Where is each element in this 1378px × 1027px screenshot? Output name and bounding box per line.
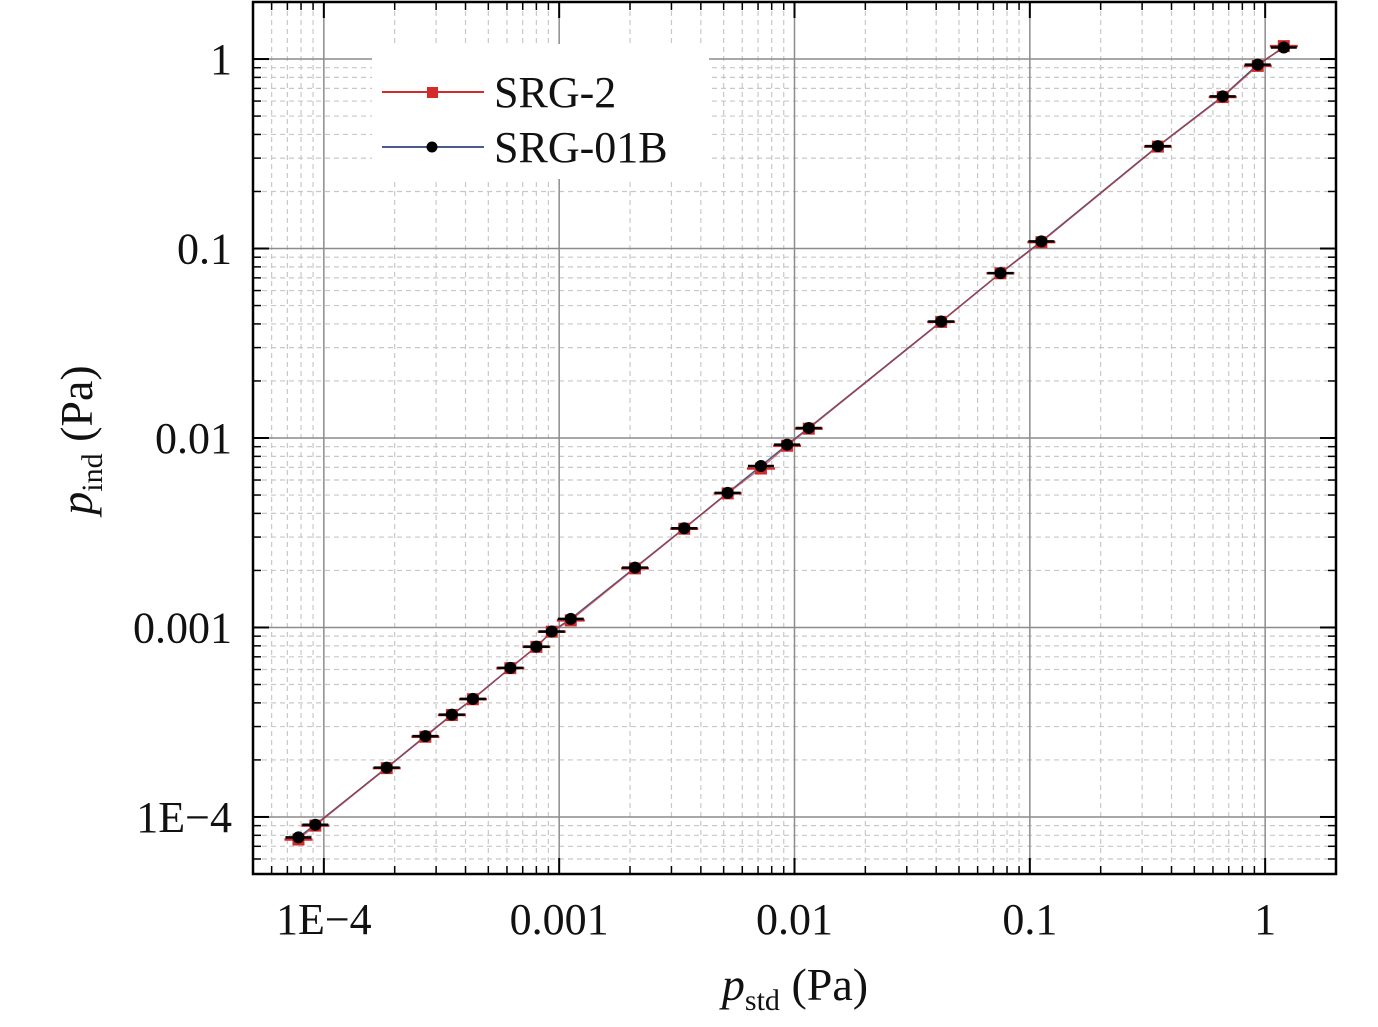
- legend-item-srg-2-marker: [427, 87, 438, 98]
- y-axis-label: pind (Pa): [51, 365, 109, 517]
- srg-01b-point: [678, 522, 691, 535]
- srg-01b-point: [419, 730, 432, 743]
- srg-01b-point: [935, 315, 948, 328]
- srg-01b-point: [1251, 58, 1264, 71]
- srg-01b-point: [380, 761, 393, 774]
- x-axis-label-unit: (Pa): [780, 959, 868, 1010]
- tick-labels: 1E−4 0.001 0.01 0.1 1 1E−4 0.001 0.01 0.1 1: [133, 35, 1276, 944]
- srg-01b-point: [781, 438, 794, 451]
- x-axis-label-subscript: std: [745, 984, 780, 1017]
- axes-layer: [251, 0, 1338, 876]
- srg-01b-point: [721, 486, 734, 499]
- srg-01b-point: [1216, 90, 1229, 103]
- srg-01b-point: [309, 818, 322, 831]
- y-axis-label-symbol: p: [51, 492, 102, 518]
- srg-01b-point: [754, 459, 767, 472]
- srg-01b-point: [445, 708, 458, 721]
- srg-01b-point: [802, 421, 815, 434]
- legend: SRG-2 SRG-01B: [372, 44, 709, 179]
- y-axis-label-unit: (Pa): [51, 365, 102, 453]
- x-tick-label: 1E−4: [276, 895, 372, 944]
- srg-01b-point: [628, 561, 641, 574]
- y-tick-label: 1: [210, 35, 232, 84]
- srg-01b-point: [1277, 41, 1290, 54]
- srg-01b-point: [1035, 235, 1048, 248]
- srg-01b-point: [994, 267, 1007, 280]
- y-tick-label: 1E−4: [136, 793, 232, 842]
- series-layer: [284, 40, 1298, 846]
- legend-item-srg-01b-label: SRG-01B: [494, 123, 668, 172]
- srg-01b-point: [466, 692, 479, 705]
- legend-item-srg-01b-marker: [426, 141, 438, 153]
- y-tick-label: 0.1: [177, 225, 232, 274]
- y-tick-label: 0.001: [133, 603, 232, 652]
- srg-01b-point: [545, 625, 558, 638]
- x-tick-label: 0.1: [1002, 895, 1057, 944]
- x-tick-label: 0.001: [510, 895, 609, 944]
- srg-01b-point: [292, 831, 305, 844]
- x-axis-label-symbol: p: [719, 959, 745, 1010]
- srg-01b-point: [1151, 140, 1164, 153]
- srg-01b-point: [504, 661, 517, 674]
- x-axis-label: pstd (Pa): [719, 959, 868, 1017]
- y-axis-label-subscript: ind: [76, 453, 109, 491]
- x-tick-label: 1: [1254, 895, 1276, 944]
- y-tick-label: 0.01: [155, 414, 232, 463]
- srg-01b-point: [564, 612, 577, 625]
- x-tick-label: 0.01: [756, 895, 833, 944]
- legend-box: [372, 44, 709, 179]
- srg-01b-point: [530, 640, 543, 653]
- legend-item-srg-2-label: SRG-2: [494, 68, 616, 117]
